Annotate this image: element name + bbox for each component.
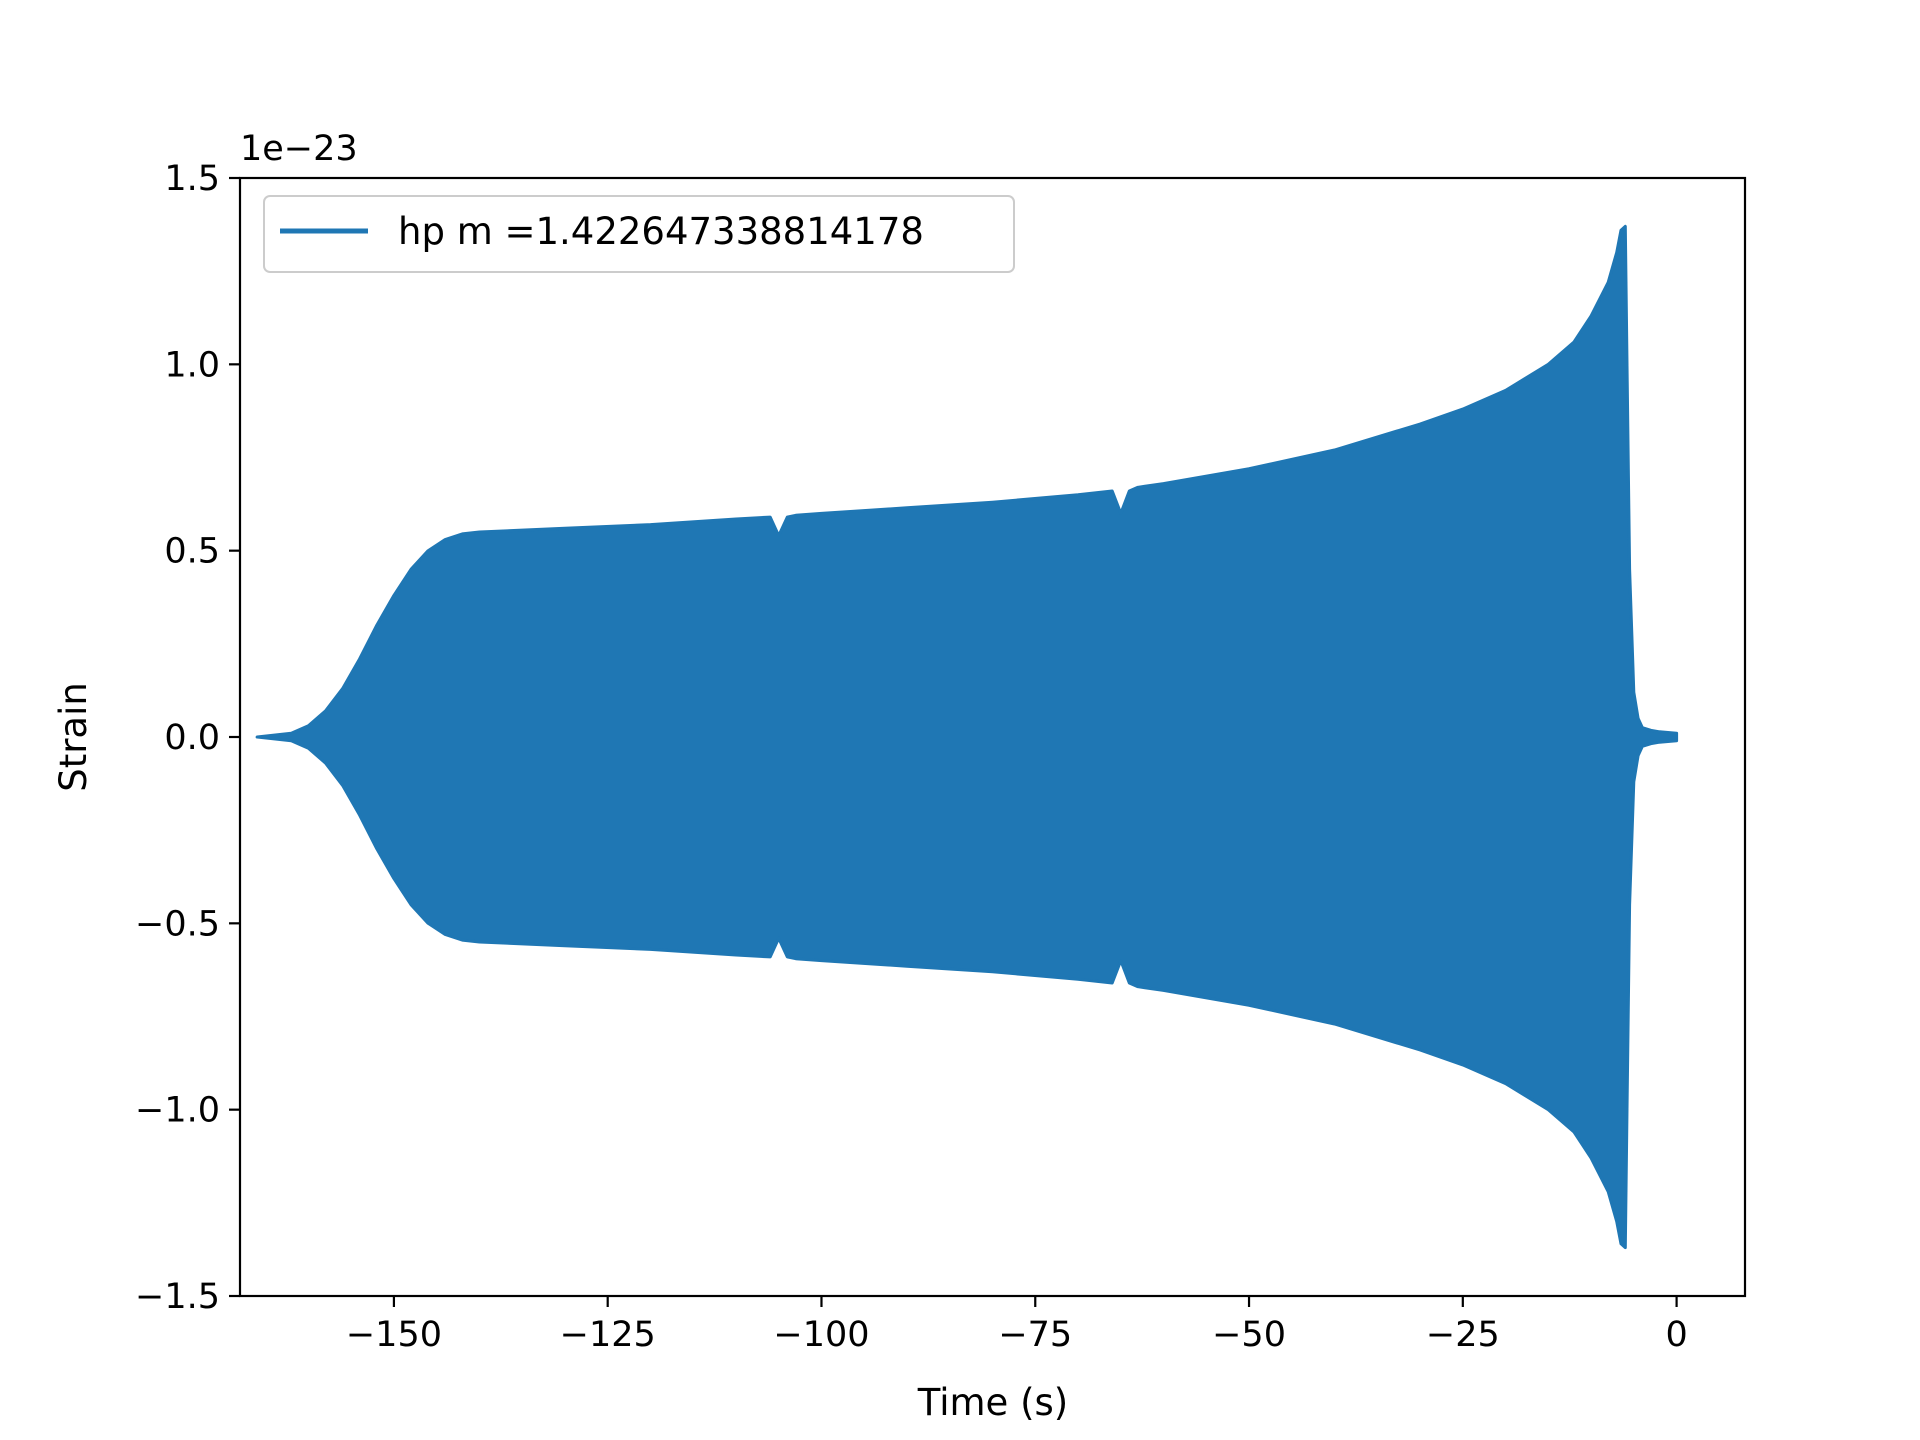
y-offset-label: 1e−23	[240, 129, 358, 169]
x-tick-label: −25	[1426, 1315, 1500, 1355]
x-tick-label: −50	[1212, 1315, 1286, 1355]
y-tick-label: −1.0	[135, 1091, 220, 1131]
x-tick-label: 0	[1665, 1315, 1687, 1355]
x-axis: −150 −125 −100 −75 −50 −25 0	[346, 1296, 1688, 1355]
legend-box	[263, 195, 1015, 273]
y-tick-label: 0.0	[164, 718, 220, 758]
y-tick-label: −0.5	[135, 904, 220, 944]
y-tick-label: 1.0	[164, 345, 220, 385]
y-axis: −1.5 −1.0 −0.5 0.0 0.5 1.0 1.5	[135, 159, 240, 1317]
x-tick-label: −75	[998, 1315, 1072, 1355]
y-tick-label: 1.5	[164, 159, 220, 199]
waveform-layer	[255, 224, 1679, 1250]
waveform-series	[255, 224, 1679, 1250]
y-tick-label: −1.5	[135, 1277, 220, 1317]
x-tick-label: −150	[346, 1315, 442, 1355]
legend-label: hp m =1.422647338814178	[398, 210, 924, 253]
x-axis-title: Time (s)	[917, 1381, 1068, 1424]
x-tick-label: −100	[773, 1315, 869, 1355]
x-tick-label: −125	[560, 1315, 656, 1355]
legend: hp m =1.422647338814178	[263, 195, 1015, 273]
y-axis-title: Strain	[52, 682, 95, 792]
y-tick-label: 0.5	[164, 532, 220, 572]
